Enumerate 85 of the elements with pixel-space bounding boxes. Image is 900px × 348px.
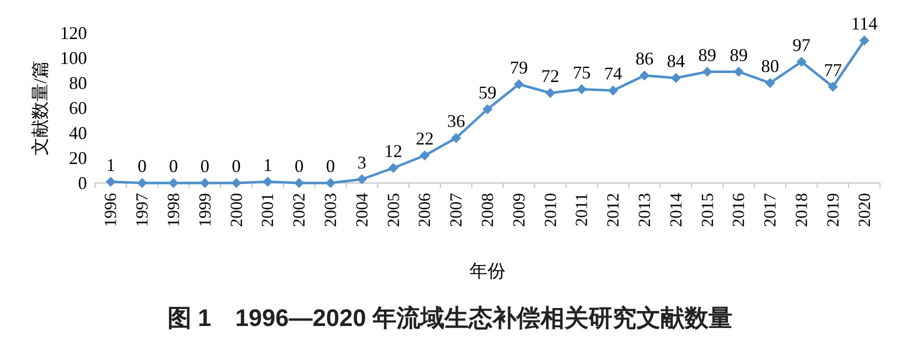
data-label: 75 [572, 62, 591, 82]
y-tick-label: 100 [60, 48, 87, 68]
data-label: 3 [357, 152, 366, 172]
x-tick-label: 1998 [164, 193, 183, 227]
point [828, 82, 838, 92]
data-label: 80 [761, 56, 780, 76]
x-tick-label: 2012 [604, 193, 623, 227]
y-tick-label: 20 [69, 148, 87, 168]
point [168, 178, 178, 188]
data-label: 1 [263, 154, 272, 175]
text: 图 1 1996—2020 年流域生态补偿相关研究文献数量 [167, 305, 733, 332]
data-label: 114 [851, 14, 878, 34]
data-label: 0 [200, 156, 210, 176]
y-tick-label: 0 [78, 173, 87, 193]
point [859, 36, 870, 46]
point [640, 70, 650, 80]
point [294, 178, 304, 188]
x-tick-label: 2015 [698, 193, 717, 227]
data-label: 0 [169, 156, 178, 176]
point [200, 178, 210, 188]
point [231, 178, 242, 188]
data-label: 36 [447, 111, 466, 131]
x-tick-label: 2009 [509, 193, 528, 227]
point [734, 66, 744, 77]
data-label: 0 [232, 156, 241, 176]
point [670, 73, 681, 83]
data-label: 0 [294, 156, 304, 176]
data-label: 12 [384, 141, 402, 161]
y-tick-label: 60 [69, 98, 87, 118]
x-tick-label: 2014 [666, 192, 686, 227]
x-tick-label: 2005 [384, 193, 403, 227]
point [356, 174, 367, 184]
data-label: 79 [510, 57, 528, 78]
data-label: 22 [416, 128, 434, 148]
x-tick-label: 2013 [635, 193, 654, 227]
x-tick-label: 2008 [478, 193, 497, 227]
data-label: 72 [541, 66, 560, 86]
y-tick-label: 120 [60, 23, 87, 43]
x-tick-label: 1997 [132, 192, 152, 227]
point [326, 178, 336, 188]
x-tick-label: 2006 [415, 193, 434, 227]
x-axis-title: 年份 [470, 261, 506, 281]
point [482, 104, 492, 114]
data-label: 89 [730, 44, 748, 65]
data-label: 0 [138, 156, 147, 176]
y-tick-label: 80 [69, 73, 87, 93]
x-tick-label: 1996 [101, 193, 120, 227]
x-tick-label: 2019 [823, 193, 842, 227]
point [106, 176, 116, 187]
x-tick-label: 2003 [321, 193, 340, 227]
data-label: 1 [106, 154, 116, 175]
point [388, 163, 398, 173]
data-label: 59 [478, 82, 496, 102]
point [514, 79, 524, 90]
x-tick-label: 2010 [540, 193, 560, 227]
point [545, 88, 556, 98]
data-label: 89 [698, 44, 716, 65]
point [765, 78, 776, 88]
x-tick-label: 2000 [226, 193, 246, 227]
y-axis-title: 文献数量/篇 [30, 60, 50, 156]
x-tick-label: 2001 [258, 193, 278, 227]
data-label: 86 [636, 48, 654, 68]
x-tick-label: 2017 [760, 192, 780, 227]
x-tick-label: 2002 [290, 193, 309, 227]
x-tick-label: 1999 [195, 193, 214, 227]
x-tick-label: 2004 [352, 192, 372, 227]
point [262, 176, 273, 187]
point [608, 86, 618, 96]
point [702, 66, 712, 77]
x-tick-label: 2011 [572, 193, 592, 226]
point [137, 178, 148, 188]
x-tick-label: 2007 [446, 192, 466, 227]
x-tick-label: 2018 [792, 193, 811, 227]
point [420, 150, 430, 160]
y-tick-label: 40 [69, 123, 87, 143]
x-tick-label: 2016 [729, 193, 748, 227]
data-label: 84 [666, 51, 685, 71]
point [576, 84, 587, 94]
point [451, 133, 462, 143]
point [796, 56, 806, 67]
data-label: 0 [326, 156, 335, 176]
data-label: 77 [824, 60, 842, 80]
data-label: 97 [792, 34, 810, 55]
data-label: 74 [604, 64, 622, 84]
x-tick-label: 2020 [854, 193, 874, 227]
